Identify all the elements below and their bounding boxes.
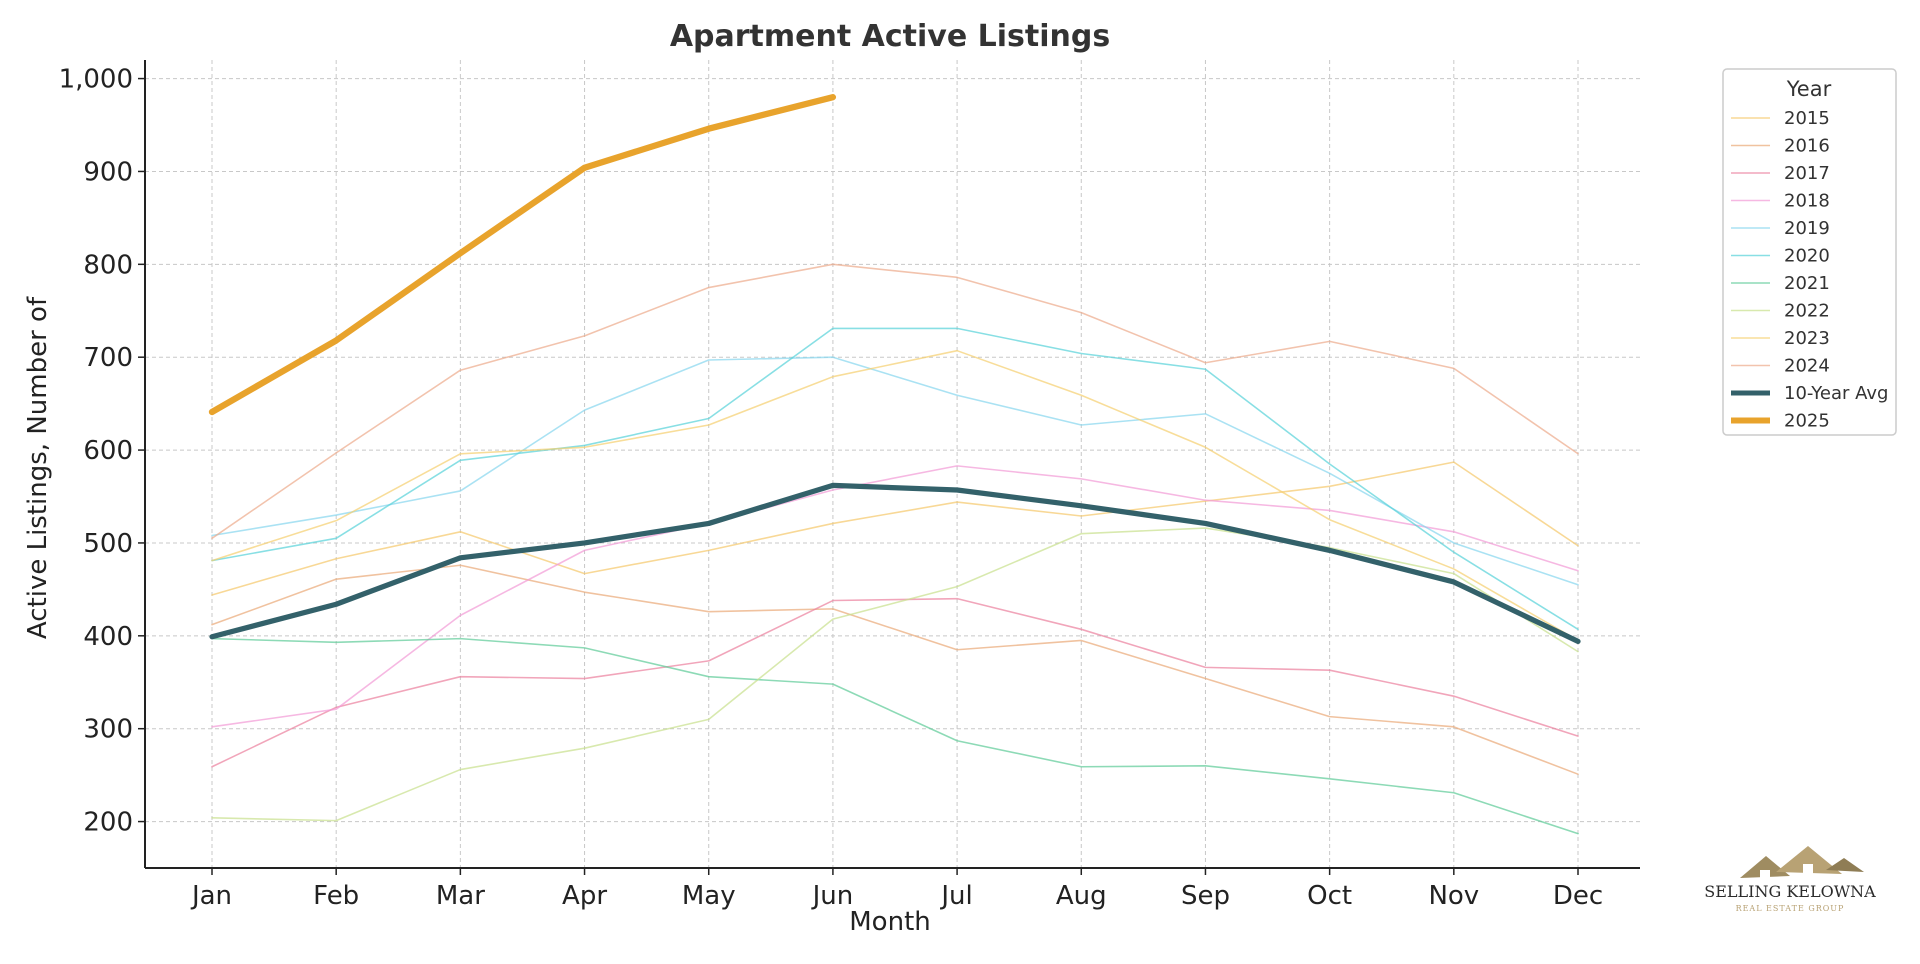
legend-label: 2020	[1784, 246, 1830, 267]
y-tick-label: 500	[83, 529, 133, 559]
series-line-2022	[211, 527, 1579, 822]
legend-label: 2025	[1784, 411, 1830, 432]
x-tick-label: Feb	[313, 881, 359, 911]
x-tick-label: Dec	[1553, 881, 1603, 911]
logo-secondary-text: REAL ESTATE GROUP	[1736, 904, 1845, 913]
logo-primary-text: SELLING KELOWNA	[1704, 882, 1876, 901]
series-line-2021	[211, 637, 1579, 835]
legend-label: 10-Year Avg	[1784, 383, 1888, 404]
series-line-2016	[211, 564, 1579, 775]
axes: 200 300 400 500 600 700 800 900 1,000 Jan Feb Mar Ap…	[59, 60, 1640, 911]
series-line-2023	[211, 349, 1579, 642]
grid	[145, 60, 1640, 868]
series-line-2015	[211, 461, 1579, 596]
y-axis-label: Active Listings, Number of	[23, 296, 53, 639]
x-tick-label: Sep	[1181, 881, 1230, 911]
legend: Year 2015 2016 2017 2018 2019 2020 2021 2022 202…	[1722, 68, 1897, 436]
series-line-2018	[211, 465, 1579, 728]
series-line-10-year-avg	[209, 482, 1581, 645]
y-tick-label: 800	[83, 250, 133, 280]
series-line-2017	[211, 597, 1579, 768]
x-tick-label: Mar	[436, 881, 485, 911]
legend-label: 2023	[1784, 328, 1830, 349]
series-line-2020	[211, 327, 1579, 631]
selling-kelowna-logo: SELLING KELOWNA REAL ESTATE GROUP	[1704, 846, 1876, 913]
legend-label: 2018	[1784, 191, 1830, 212]
house-roof-icon	[1740, 846, 1864, 878]
legend-label: 2024	[1784, 356, 1830, 377]
x-axis-label: Month	[849, 907, 931, 937]
legend-label: 2017	[1784, 163, 1830, 184]
y-tick-label: 1,000	[59, 65, 133, 95]
x-tick-label: Jan	[190, 881, 232, 911]
x-tick-label: Jul	[939, 881, 972, 911]
legend-label: 2019	[1784, 218, 1830, 239]
legend-label: 2021	[1784, 273, 1830, 294]
series-line-2025	[208, 93, 837, 416]
legend-title: Year	[1786, 77, 1832, 101]
series-line-2019	[211, 356, 1579, 586]
legend-label: 2016	[1784, 136, 1830, 157]
x-tick-label: Nov	[1428, 881, 1479, 911]
chart-title: Apartment Active Listings	[670, 19, 1110, 54]
x-tick-label: May	[682, 881, 736, 911]
legend-label: 2015	[1784, 108, 1830, 129]
y-tick-label: 900	[83, 157, 133, 187]
x-tick-label: Jun	[811, 881, 854, 911]
y-tick-label: 400	[83, 622, 133, 652]
series-line-2024	[211, 263, 1579, 540]
legend-label: 2022	[1784, 301, 1830, 322]
y-tick-label: 700	[83, 343, 133, 373]
x-tick-label: Aug	[1056, 881, 1107, 911]
y-tick-label: 600	[83, 436, 133, 466]
y-tick-label: 300	[83, 715, 133, 745]
series-lines	[208, 93, 1581, 835]
x-tick-label: Oct	[1307, 881, 1352, 911]
y-tick-label: 200	[83, 808, 133, 838]
x-tick-label: Apr	[562, 881, 607, 911]
legend-frame	[1722, 68, 1897, 436]
